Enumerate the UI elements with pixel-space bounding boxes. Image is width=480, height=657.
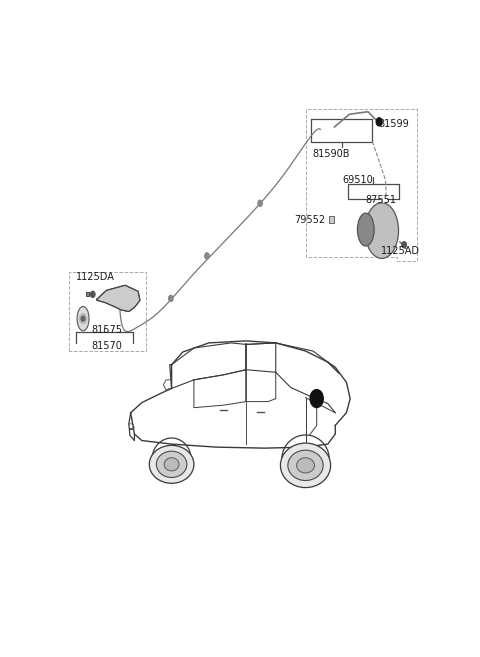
Text: 87551: 87551: [365, 195, 396, 205]
Circle shape: [376, 118, 382, 126]
Ellipse shape: [149, 445, 194, 484]
Circle shape: [81, 316, 85, 321]
Circle shape: [79, 313, 87, 324]
Circle shape: [258, 200, 263, 206]
Text: 81599: 81599: [378, 120, 409, 129]
FancyBboxPatch shape: [85, 292, 89, 296]
Circle shape: [402, 242, 407, 248]
Ellipse shape: [288, 450, 323, 480]
Ellipse shape: [77, 306, 89, 330]
Text: 1125DA: 1125DA: [76, 272, 115, 282]
Ellipse shape: [297, 458, 314, 473]
Text: 1125AD: 1125AD: [381, 246, 420, 256]
Ellipse shape: [164, 458, 179, 471]
Polygon shape: [96, 285, 140, 311]
Circle shape: [91, 291, 95, 298]
Ellipse shape: [280, 443, 331, 487]
Text: 79552: 79552: [294, 215, 325, 225]
Circle shape: [383, 198, 385, 201]
Text: 81590B: 81590B: [312, 148, 349, 159]
Text: 81575: 81575: [92, 325, 122, 335]
Circle shape: [168, 296, 173, 302]
Ellipse shape: [365, 203, 398, 258]
Circle shape: [310, 390, 324, 407]
Text: 69510: 69510: [342, 175, 373, 185]
Ellipse shape: [358, 213, 374, 246]
Ellipse shape: [156, 451, 187, 478]
Circle shape: [204, 253, 209, 259]
Circle shape: [382, 196, 386, 202]
Circle shape: [382, 196, 386, 202]
Text: 81570: 81570: [92, 341, 122, 351]
FancyBboxPatch shape: [329, 216, 334, 223]
